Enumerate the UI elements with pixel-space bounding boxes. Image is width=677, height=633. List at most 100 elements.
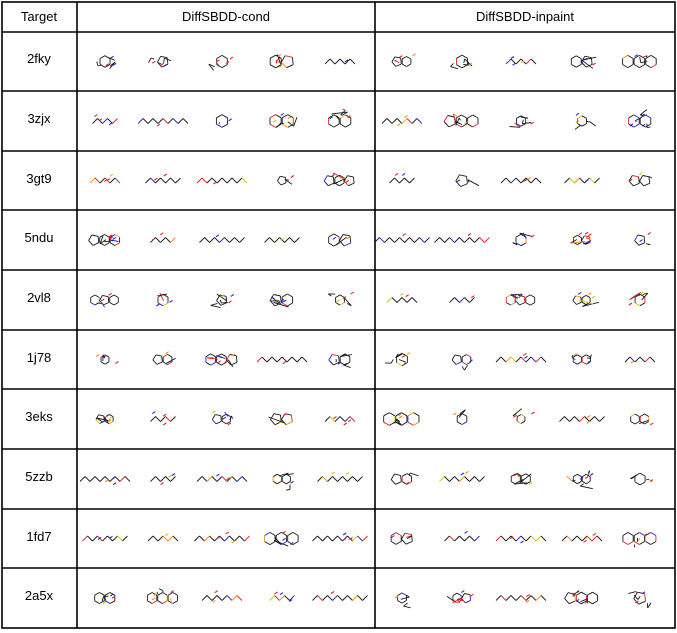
molecule-structure xyxy=(384,352,411,367)
molecule-structure xyxy=(634,232,652,246)
molecule-structure xyxy=(572,291,600,307)
molecule-structure xyxy=(269,591,295,603)
molecule-structure xyxy=(628,109,652,129)
molecule-structure xyxy=(150,411,176,426)
molecule-structure xyxy=(324,58,356,65)
molecule-structure xyxy=(628,291,649,307)
molecule-structure xyxy=(95,354,119,365)
molecule-structure xyxy=(628,591,652,609)
molecule-structure xyxy=(317,471,363,482)
molecule-structure xyxy=(196,473,248,482)
molecule-structure xyxy=(205,353,238,368)
molecule-structure xyxy=(455,174,480,188)
molecule-structure xyxy=(374,233,430,243)
molecule-structure xyxy=(512,232,535,247)
target-label: 3gt9 xyxy=(26,171,52,186)
molecule-structure xyxy=(500,176,542,184)
molecule-structure xyxy=(269,293,294,308)
molecule-structure xyxy=(630,413,654,426)
molecule-structure xyxy=(450,54,473,70)
molecule-structure xyxy=(147,533,179,542)
molecule-structure xyxy=(495,594,547,603)
molecule-structure xyxy=(272,472,294,491)
column-header-diffsbdd-cond: DiffSBDD-cond xyxy=(182,9,270,24)
molecule-structure xyxy=(444,530,480,542)
molecule-structure xyxy=(145,173,181,184)
target-label: 2vl8 xyxy=(27,290,51,305)
molecule-structure xyxy=(328,291,355,307)
molecule-structure xyxy=(443,113,479,128)
molecule-structure xyxy=(509,115,534,128)
molecule-structure xyxy=(386,292,418,303)
molecule-structure xyxy=(574,112,596,130)
molecule-structure xyxy=(571,353,592,365)
molecule-structure xyxy=(269,54,294,69)
target-label: 3zjx xyxy=(27,111,51,126)
molecule-structure xyxy=(79,476,131,486)
molecule-structure xyxy=(628,172,653,187)
molecule-structure xyxy=(439,470,485,482)
molecule-structure xyxy=(505,56,537,66)
molecule-structure xyxy=(208,55,234,71)
molecule-structure xyxy=(96,55,117,69)
molecule-structure xyxy=(268,413,293,426)
molecule-structure xyxy=(211,410,234,426)
molecule-structure xyxy=(453,409,468,425)
molecule-structure xyxy=(312,532,368,542)
molecule-structure xyxy=(561,532,603,543)
molecule-structure xyxy=(566,470,594,490)
target-label: 2fky xyxy=(27,51,51,66)
column-header-target: Target xyxy=(20,9,58,24)
molecule-structure xyxy=(559,415,605,424)
molecule-structure xyxy=(328,233,352,247)
molecule-structure xyxy=(630,472,654,486)
molecule-structure xyxy=(570,231,592,245)
molecule-structure xyxy=(495,352,547,363)
molecule-structure xyxy=(323,172,355,187)
molecule-structure xyxy=(505,293,536,306)
molecule-structure xyxy=(256,356,308,365)
molecule-structure xyxy=(381,115,423,127)
molecule-structure xyxy=(624,356,656,364)
target-label: 1fd7 xyxy=(26,529,52,544)
molecule-structure xyxy=(95,413,114,424)
molecule-structure xyxy=(92,114,118,126)
molecule-structure xyxy=(495,535,547,544)
molecule-structure xyxy=(150,473,176,486)
target-label: 5zzb xyxy=(25,469,53,484)
molecule-structure xyxy=(390,472,419,485)
target-label: 3eks xyxy=(25,409,53,424)
molecule-structure xyxy=(155,292,173,307)
molecule-structure xyxy=(94,592,116,605)
molecule-structure xyxy=(196,177,248,185)
molecule-structure xyxy=(328,353,352,369)
molecule-structure xyxy=(394,592,411,609)
molecule-structure xyxy=(328,108,352,128)
molecule-structure xyxy=(324,416,356,426)
molecule-structure xyxy=(210,293,235,309)
molecule-structure xyxy=(194,531,250,544)
molecule-structure xyxy=(570,55,597,69)
molecule-structure xyxy=(199,234,245,243)
molecule-structure xyxy=(148,55,172,68)
molecule-structure xyxy=(512,408,535,424)
molecule-structure xyxy=(451,354,473,371)
target-label: 1j78 xyxy=(26,350,52,365)
molecule-structure xyxy=(449,295,475,303)
molecule-structure xyxy=(564,177,600,184)
molecule-structure xyxy=(264,531,299,547)
molecule-structure xyxy=(564,590,598,605)
molecule-structure xyxy=(88,234,121,246)
molecule-structure xyxy=(312,591,368,601)
molecule-structure xyxy=(391,53,416,67)
molecule-structure xyxy=(146,588,178,605)
molecule-structure xyxy=(622,532,657,548)
molecule-structure xyxy=(137,118,189,127)
target-label: 5ndu xyxy=(24,230,54,245)
molecule-structure xyxy=(446,590,474,604)
molecule-structure xyxy=(277,175,295,186)
molecule-structure xyxy=(434,233,490,243)
